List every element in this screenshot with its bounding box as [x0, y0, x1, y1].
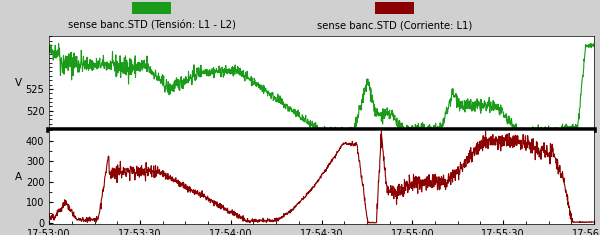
- Text: sense banc.STD (Tensión: L1 - L2): sense banc.STD (Tensión: L1 - L2): [68, 20, 235, 30]
- Y-axis label: A: A: [16, 172, 22, 182]
- Bar: [375, 2, 414, 14]
- Text: sense banc.STD (Corriente: L1): sense banc.STD (Corriente: L1): [317, 20, 472, 30]
- Y-axis label: V: V: [15, 78, 22, 88]
- Bar: [132, 2, 171, 14]
